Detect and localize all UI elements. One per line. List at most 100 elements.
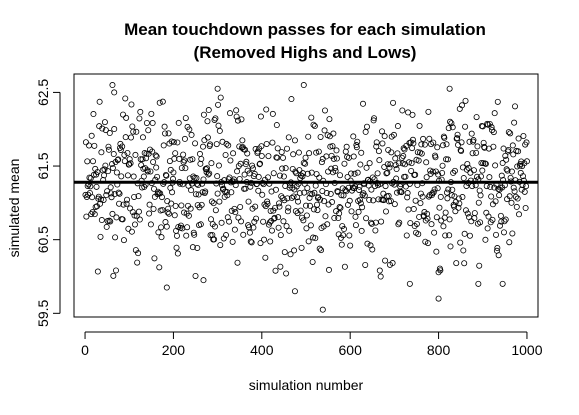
data-point [290,151,297,158]
data-point [332,167,339,174]
data-point [435,269,442,276]
data-point [139,134,146,141]
data-point [137,108,144,115]
data-point [522,205,529,212]
data-point [406,280,413,287]
data-point [484,120,491,127]
data-point [227,157,234,164]
data-point [451,167,458,174]
data-point [182,115,189,122]
data-point [120,201,127,208]
data-point [489,216,496,223]
data-point [488,193,495,200]
x-tick-label: 0 [81,342,89,358]
data-point [149,120,156,127]
data-point [287,251,294,258]
data-point [356,196,363,203]
data-point [197,160,204,167]
data-point [110,272,117,279]
data-point [372,227,379,234]
data-point [284,195,291,202]
data-point [443,141,450,148]
data-point [356,186,363,193]
data-point [340,232,347,239]
x-axis: 0 200 400 600 800 1000 [81,331,543,358]
data-point [512,193,519,200]
data-point [127,160,134,167]
data-point [432,154,439,161]
data-point [342,186,349,193]
data-point [399,107,406,114]
data-point [423,174,430,181]
data-point [283,223,290,230]
data-point [217,242,224,249]
data-point [454,131,461,138]
data-point [264,174,271,181]
data-point [300,159,307,166]
data-point [82,139,89,146]
data-point [515,148,522,155]
data-point [495,252,502,259]
data-point [499,160,506,167]
data-point [462,97,469,104]
data-point [226,218,233,225]
data-point [508,168,515,175]
data-point [358,149,365,156]
data-point [433,248,440,255]
data-point [449,186,456,193]
data-point [486,174,493,181]
data-point [471,210,478,217]
data-point [316,245,323,252]
data-point [290,193,297,200]
data-point [499,280,506,287]
data-point [291,247,298,254]
data-point [299,173,306,180]
data-point [211,236,218,243]
data-point [519,173,526,180]
data-point [156,264,163,271]
data-point [151,255,158,262]
data-point [436,204,443,211]
data-point [323,153,330,160]
data-point [394,150,401,157]
data-point [180,151,187,158]
data-point [163,172,170,179]
data-point [408,167,415,174]
data-point [233,113,240,120]
data-point [103,223,110,230]
data-point [490,143,497,150]
data-point [452,198,459,205]
data-point [175,119,182,126]
data-point [475,199,482,206]
data-point [170,139,177,146]
data-point [379,128,386,135]
data-point [442,232,449,239]
data-point [268,227,275,234]
data-point [494,245,501,252]
data-point [252,203,259,210]
data-point [150,205,157,212]
data-point [103,192,110,199]
data-point [511,119,518,126]
data-point [446,216,453,223]
data-point [338,241,345,248]
data-point [439,142,446,149]
data-point [153,164,160,171]
data-point [269,139,276,146]
data-point [120,237,127,244]
data-point [109,82,116,89]
data-point [275,214,282,221]
data-point [437,193,444,200]
data-point [171,212,178,219]
data-point [488,124,495,131]
data-point [509,142,516,149]
data-point [258,152,265,159]
data-point [192,140,199,147]
data-point [250,224,257,231]
data-point [506,193,513,200]
data-point [483,183,490,190]
data-point [163,284,170,291]
data-point [171,155,178,162]
data-point [490,129,497,136]
data-point [302,202,309,209]
